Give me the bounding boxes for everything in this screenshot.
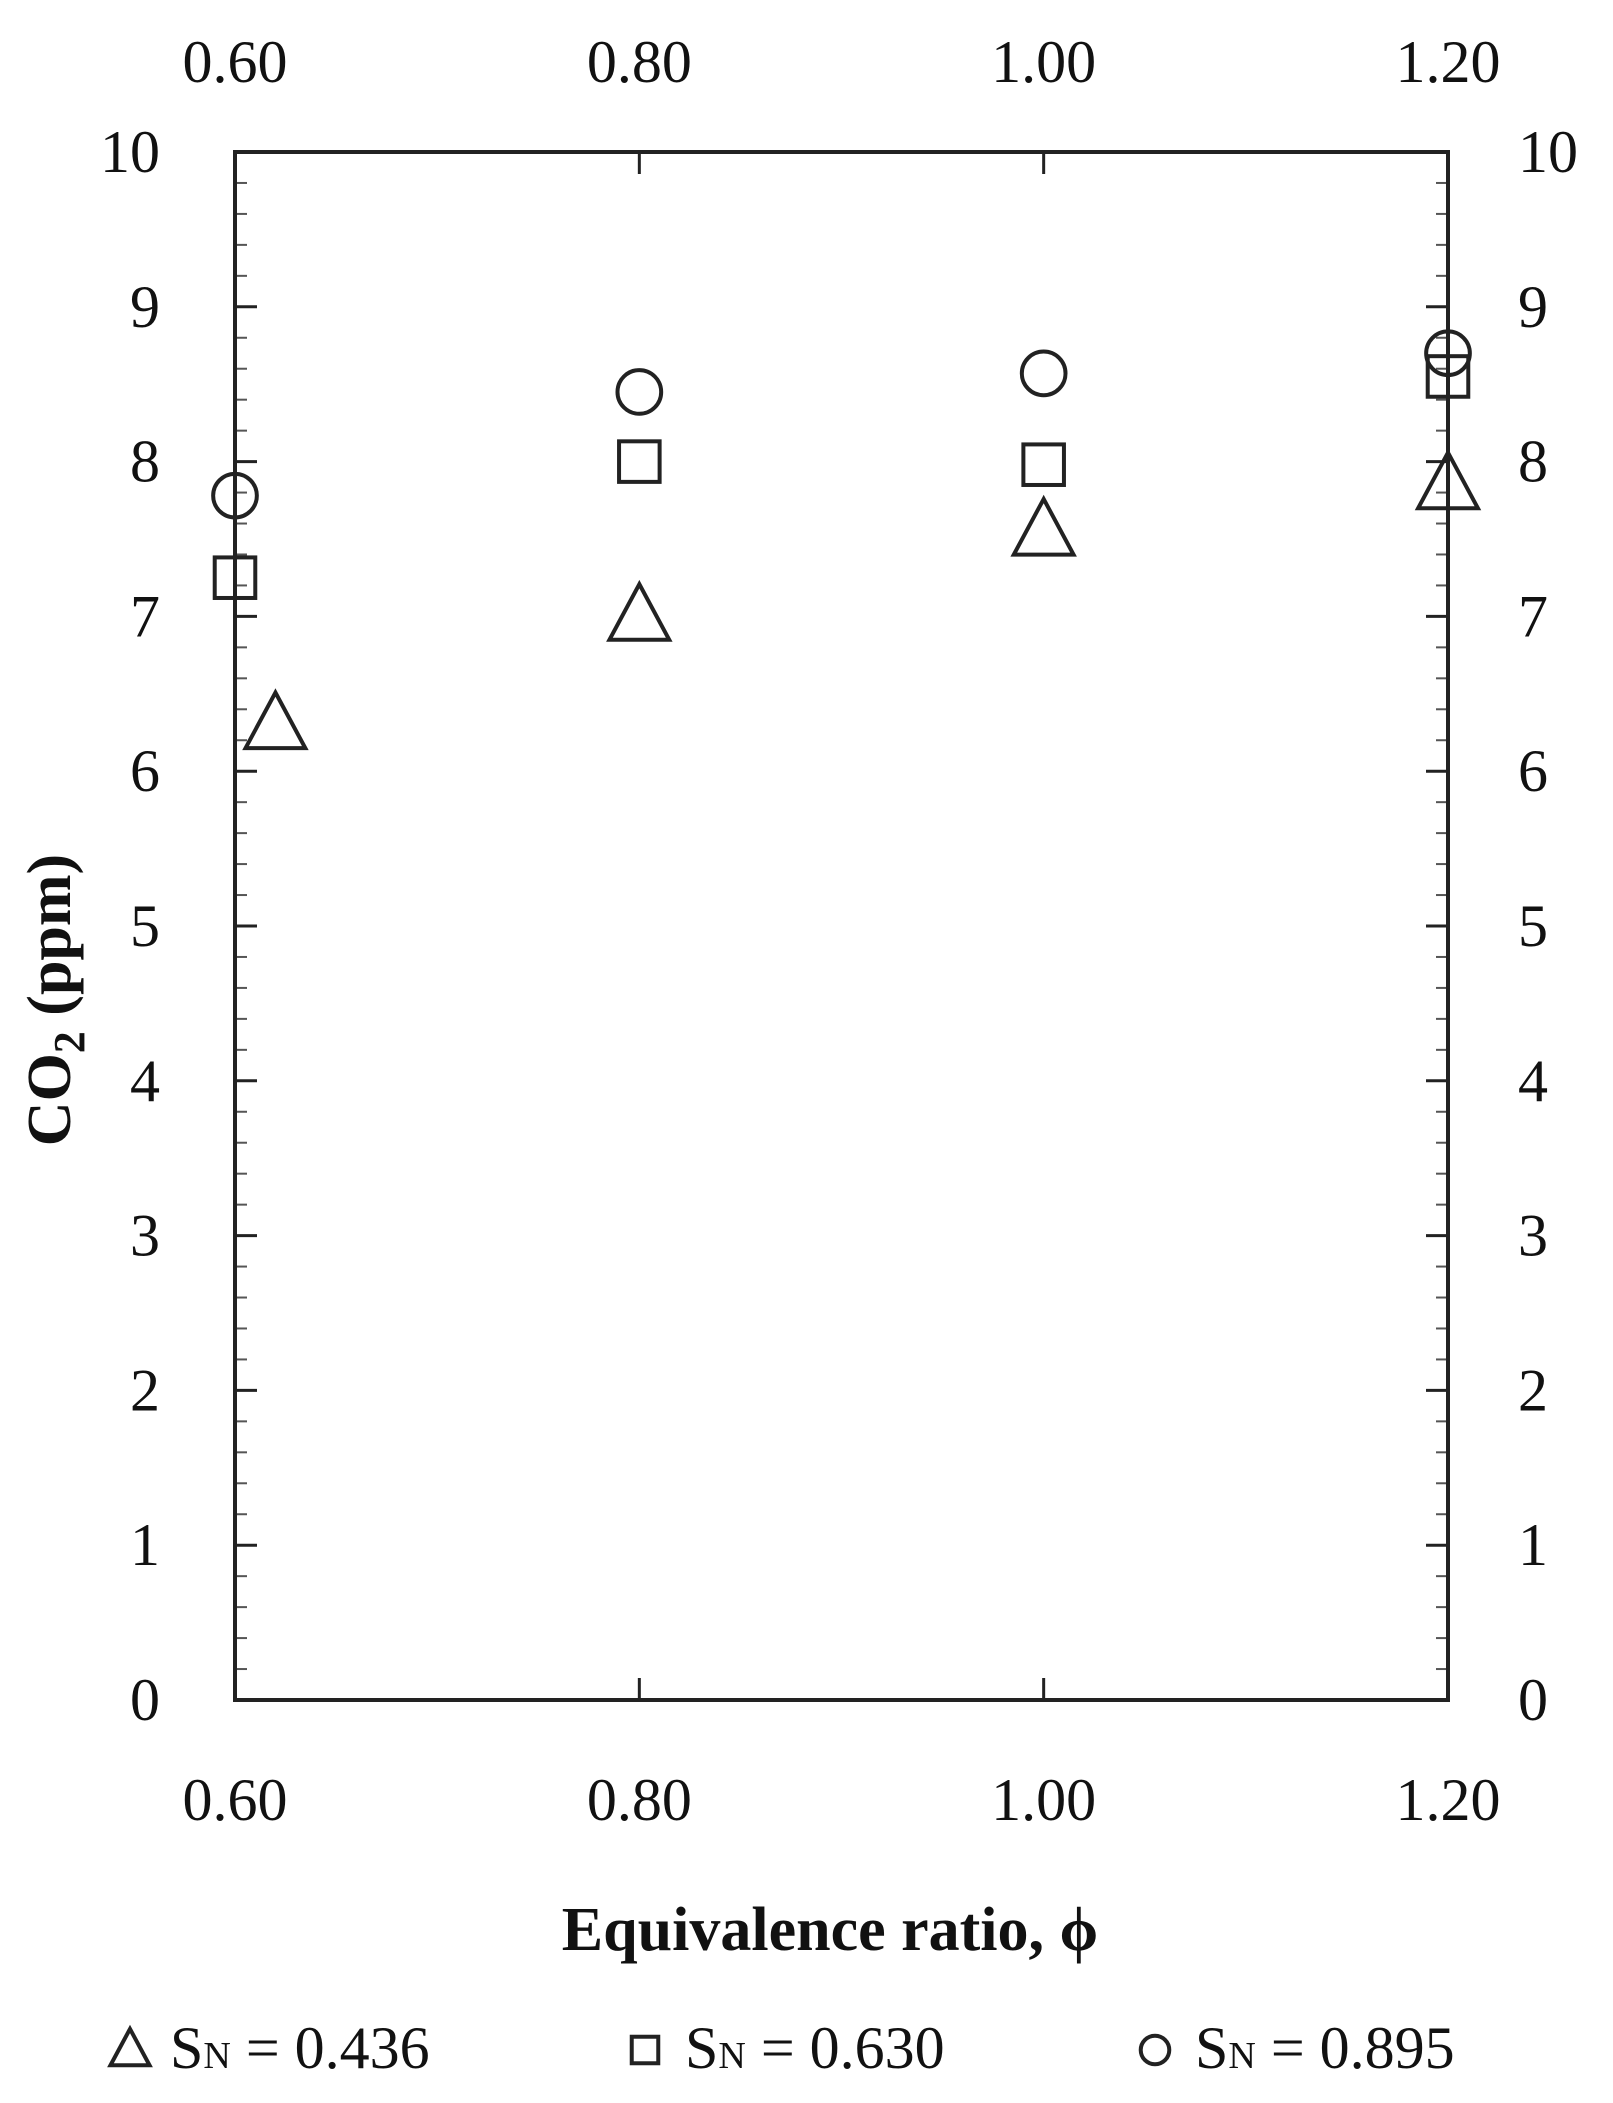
x-tick-label-bottom: 0.80 — [587, 1767, 692, 1833]
y-tick-label-right: 5 — [1518, 893, 1548, 959]
x-axis-title: Equivalence ratio, ϕ — [562, 1896, 1098, 1964]
square-data-point — [212, 555, 258, 600]
y-tick-label-left: 6 — [130, 738, 160, 804]
y-tick-label-left: 0 — [130, 1667, 160, 1733]
y-tick-label-left: 10 — [100, 119, 160, 185]
legend-symbol: S — [685, 2015, 718, 2081]
y-axis-title-main: CO — [16, 1053, 84, 1146]
y-tick-label-right: 0 — [1518, 1667, 1548, 1733]
y-tick-label-left: 3 — [130, 1203, 160, 1269]
circle-data-point — [211, 471, 259, 520]
y-tick-label-left: 5 — [130, 893, 160, 959]
triangle-data-point — [1414, 448, 1482, 511]
y-axis-title: CO2 (ppm) — [16, 854, 94, 1146]
x-tick-label-bottom: 0.60 — [183, 1767, 288, 1833]
data-points — [211, 329, 1482, 751]
y-tick-labels-left: 0 1 2 3 4 5 6 7 8 9 10 — [100, 119, 160, 1733]
y-tick-label-left: 7 — [130, 583, 160, 649]
legend-subscript: N — [718, 2035, 745, 2077]
legend-symbol: S — [1195, 2015, 1228, 2081]
x-tick-label-top: 1.20 — [1396, 29, 1501, 95]
y-axis-title-suffix: (ppm) — [16, 854, 84, 1031]
y-tick-label-left: 8 — [130, 429, 160, 495]
y-tick-labels-right: 0 1 2 3 4 5 6 7 8 9 10 — [1518, 119, 1578, 1733]
y-axis-title-subscript: 2 — [45, 1031, 94, 1053]
x-tick-label-top: 0.80 — [587, 29, 692, 95]
square-data-point — [1425, 354, 1471, 399]
legend-value: = 0.895 — [1256, 2015, 1455, 2081]
circle-data-point — [1019, 349, 1068, 398]
y-tick-label-left: 9 — [130, 274, 160, 340]
y-tick-label-left: 2 — [130, 1357, 160, 1423]
y-tick-label-right: 2 — [1518, 1357, 1548, 1423]
x-tick-label-top: 1.00 — [991, 29, 1096, 95]
y-tick-label-right: 8 — [1518, 429, 1548, 495]
legend-value: = 0.630 — [746, 2015, 945, 2081]
legend-triangle-marker — [107, 2024, 153, 2068]
x-tick-label-bottom: 1.00 — [991, 1767, 1096, 1833]
y-tick-label-left: 1 — [130, 1512, 160, 1578]
plot-frame — [233, 150, 1450, 1702]
legend-circle-marker — [1138, 2033, 1172, 2067]
y-tick-label-right: 4 — [1518, 1048, 1548, 1114]
legend: SN = 0.436 SN = 0.630 SN = 0.895 — [107, 2015, 1455, 2081]
x-tick-label-bottom: 1.20 — [1396, 1767, 1501, 1833]
y-tick-label-right: 9 — [1518, 274, 1548, 340]
triangle-data-point — [242, 688, 309, 751]
legend-subscript: N — [1228, 2035, 1255, 2077]
legend-label: SN = 0.436 — [170, 2015, 430, 2081]
legend-symbol: S — [170, 2015, 203, 2081]
y-tick-label-right: 1 — [1518, 1512, 1548, 1578]
legend-value: = 0.436 — [231, 2015, 430, 2081]
legend-square-marker — [629, 2034, 661, 2066]
y-tick-label-right: 3 — [1518, 1203, 1548, 1269]
square-data-point — [617, 439, 662, 484]
legend-label: SN = 0.630 — [685, 2015, 945, 2081]
square-data-point — [1021, 442, 1066, 487]
x-tick-label-top: 0.60 — [183, 29, 288, 95]
circle-data-point — [1424, 329, 1472, 378]
y-tick-label-left: 4 — [130, 1048, 160, 1114]
circle-data-point — [615, 368, 664, 416]
triangle-data-point — [606, 579, 673, 642]
triangle-data-point — [1010, 494, 1077, 557]
legend-label: SN = 0.895 — [1195, 2015, 1455, 2081]
y-tick-label-right: 7 — [1518, 583, 1548, 649]
x-tick-labels-top: 0.60 0.80 1.00 1.20 — [183, 29, 1501, 95]
y-tick-label-right: 10 — [1518, 119, 1578, 185]
y-tick-label-right: 6 — [1518, 738, 1548, 804]
x-tick-labels-bottom: 0.60 0.80 1.00 1.20 — [183, 1767, 1501, 1833]
legend-subscript: N — [203, 2035, 230, 2077]
